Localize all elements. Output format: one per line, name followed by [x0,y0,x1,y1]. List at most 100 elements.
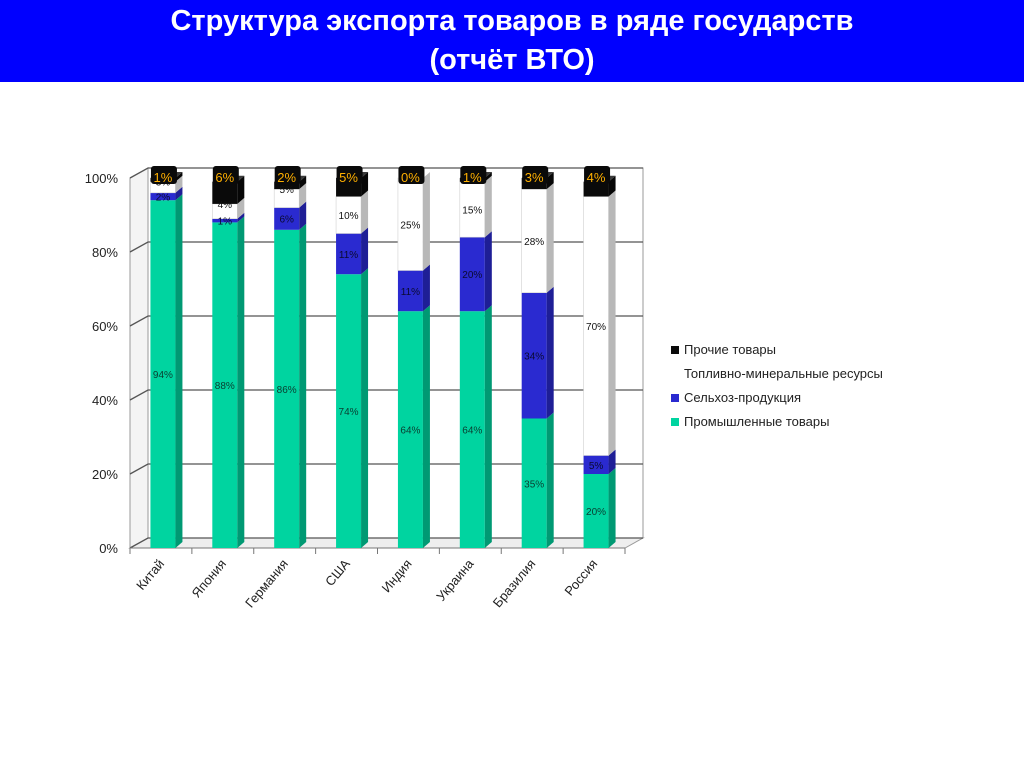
bar-side [237,197,245,219]
bar-side [608,468,616,548]
bar-segment [336,233,362,275]
y-tick-label: 60% [92,319,118,334]
data-label-badge [460,166,487,184]
x-tick-label: Россия [561,556,600,598]
bar-segment [150,200,176,548]
bar-side [175,194,183,548]
x-tick-label: США [322,556,353,589]
y-tick-label: 80% [92,245,118,260]
data-label: 64% [462,426,482,437]
bar-side [237,175,245,204]
data-label: 15% [462,205,482,216]
data-label: 6% [215,170,234,185]
bar-segment [459,311,485,548]
legend-swatch [671,370,679,378]
bar-segment [274,207,300,230]
x-tick-label: Германия [242,556,291,610]
data-label: 25% [400,220,420,231]
data-label-badge [274,166,301,184]
legend-swatch [671,346,679,354]
data-label: 1% [463,170,482,185]
data-label: 4% [218,200,233,211]
x-tick-label: Бразилия [490,556,539,610]
bar-segment [583,181,609,197]
bar-segment [459,237,485,312]
bar-side [608,175,616,197]
bar-segment [583,455,609,474]
data-label: 4% [587,170,606,185]
data-label: 28% [524,237,544,248]
bar-segment [336,274,362,548]
data-label: 2% [156,193,171,204]
data-label-badge [336,166,363,184]
bar-side [175,172,183,182]
x-tick-label: Япония [189,556,230,600]
data-label: 2% [277,170,296,185]
data-label: 5% [589,461,604,472]
bar-side [299,223,307,549]
data-label: 3% [525,170,544,185]
bar-side [546,286,554,419]
data-label: 0% [401,170,420,185]
side-wall [129,167,149,549]
floor [128,537,645,549]
legend-swatch [671,418,679,426]
x-tick-label: Китай [133,556,167,593]
bar-side [546,183,554,293]
bar-segment [397,270,423,312]
bar-side [484,175,492,238]
legend-label: Сельхоз-продукция [684,390,802,405]
bar-segment [212,181,238,204]
bar-side [299,201,307,230]
data-label-badge [584,166,611,184]
bar-segment [583,474,609,548]
data-label: 86% [277,385,297,396]
data-label: 10% [339,211,359,222]
data-label: 88% [215,381,235,392]
data-label-badge [212,166,239,184]
bar-side [299,175,307,190]
chart-legend: Прочие товары Топливно-минеральные ресурс… [668,338,928,434]
title-bar: Структура экспорта товаров в ряде госуда… [0,0,1024,82]
data-label: 20% [462,270,482,281]
bar-side [422,305,430,548]
data-label: 5% [339,170,358,185]
x-tick-label: Украина [433,556,477,604]
bar-side [484,172,492,182]
legend-item: Топливно-минеральные ресурсы [668,362,928,386]
bar-segment [212,222,238,548]
data-label: 94% [153,370,173,381]
data-label: 1% [218,217,233,228]
data-label-badge [398,166,425,184]
data-label: 1% [154,170,173,185]
bar-side [422,264,430,312]
y-tick-label: 40% [92,393,118,408]
bar-segment [274,229,300,549]
bar-side [484,231,492,312]
bar-side [361,190,369,234]
bar-side [361,227,369,275]
legend-label: Прочие товары [684,342,776,357]
bar-side [484,305,492,548]
bar-segment [521,418,547,548]
bar-segment [397,311,423,548]
legend-label: Топливно-минеральные ресурсы [684,366,883,381]
y-tick-label: 100% [85,171,119,186]
x-tick-label: Индия [379,556,415,595]
data-label: 11% [339,250,358,261]
bar-side [546,172,554,190]
bar-side [546,412,554,548]
data-label: 6% [279,215,294,226]
bar-side [299,183,307,208]
legend-item: Сельхоз-продукция [668,386,928,410]
bar-side [175,186,183,201]
y-tick-label: 0% [99,541,118,556]
bar-side [175,175,183,193]
legend-item: Промышленные товары [668,410,928,434]
bar-segment [212,218,238,223]
chart-subtitle: (отчёт ВТО) [429,44,595,76]
y-tick-label: 20% [92,467,118,482]
data-label: 64% [400,426,420,437]
bar-side [608,190,616,456]
